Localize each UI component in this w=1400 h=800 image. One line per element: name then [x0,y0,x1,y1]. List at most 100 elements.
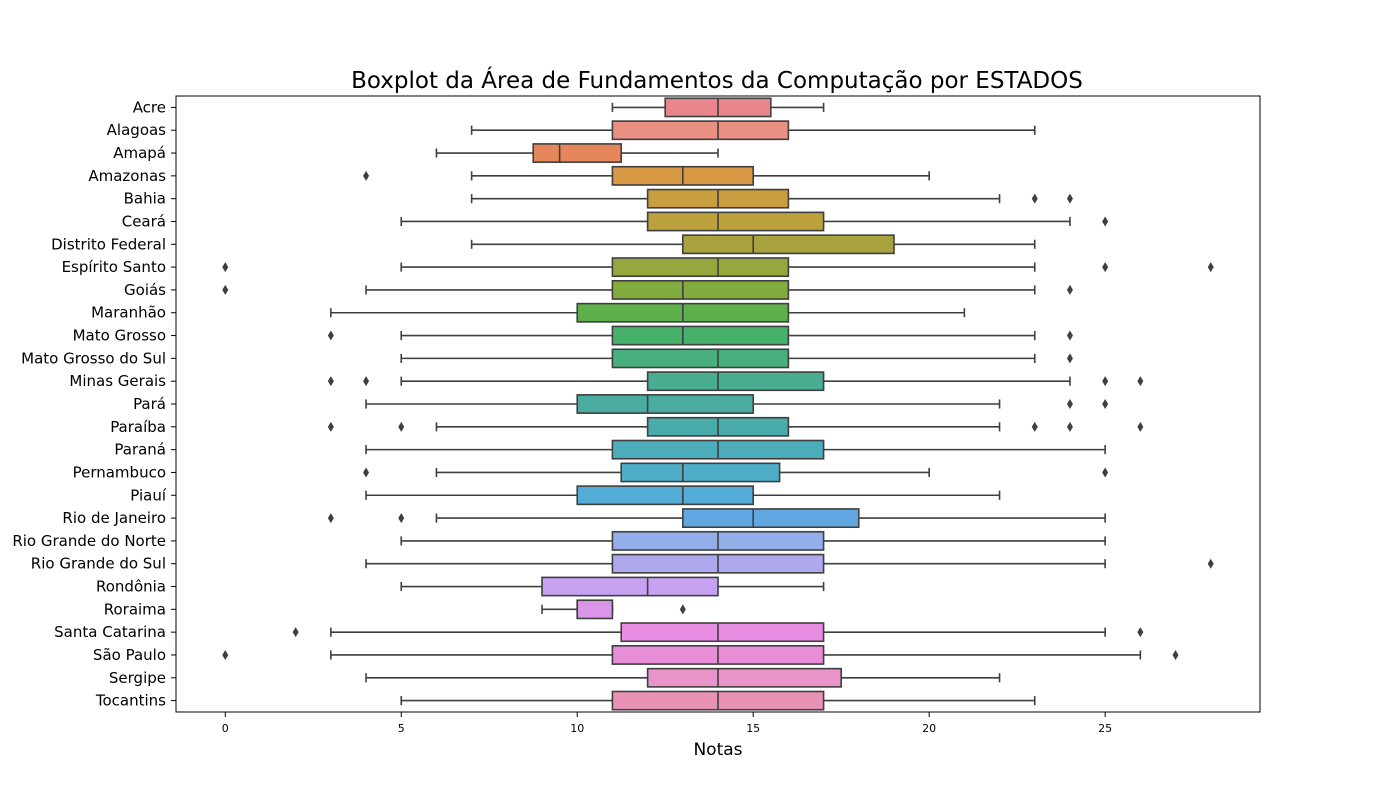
y-tick-label: Alagoas [107,121,167,139]
box-9 [330,302,966,323]
y-tick-label: Minas Gerais [69,372,166,390]
y-tick-label: Pernambuco [73,463,166,481]
outlier-point [1066,330,1073,341]
x-ticks: 0 5 10 15 20 25 [222,712,1112,735]
iqr-box [532,143,623,163]
iqr-box [646,667,842,688]
box-20 [365,553,1214,574]
x-tick-label: 10 [570,722,584,735]
box-3 [363,165,930,186]
iqr-box [620,622,825,643]
outlier-point [398,513,405,524]
box-4 [470,188,1073,209]
iqr-box [611,279,790,300]
y-tick-label: Rondônia [96,578,166,596]
outlier-point [222,284,229,295]
outlier-point [1102,399,1109,409]
outlier-point [222,649,229,660]
y-tick-label: Piauí [130,486,167,504]
outlier-point [1102,262,1109,273]
x-tick-label: 0 [222,722,229,735]
outlier-point [1172,649,1179,660]
iqr-box [611,257,790,278]
box-22 [541,599,686,620]
outlier-point [1102,216,1109,227]
x-axis-label: Notas [693,740,742,760]
y-tick-label: Bahia [124,190,166,208]
outlier-point [1066,284,1073,295]
outlier-point [1102,376,1109,387]
y-tick-label: Maranhão [91,304,166,322]
box-1 [470,120,1036,141]
y-tick-label: Ceará [122,212,166,230]
outlier-point [398,421,405,432]
iqr-box [682,234,895,255]
y-tick-label: Rio de Janeiro [62,509,166,527]
y-tick-label: Acre [133,98,166,116]
box-13 [365,394,1109,414]
y-tick-labels: Acre Alagoas Amapá Amazonas Bahia Ceará Distri… [12,98,176,710]
box-15 [365,439,1106,460]
outlier-point [363,170,370,181]
outlier-point [327,421,334,432]
outlier-point [327,513,334,524]
outlier-point [1066,399,1073,409]
iqr-box [576,485,754,506]
outlier-point [1207,262,1214,273]
y-tick-label: Paraíba [110,418,166,436]
y-tick-label: Mato Grosso [73,327,166,345]
box-26 [400,690,1036,711]
y-tick-label: Santa Catarina [54,623,166,641]
y-tick-label: Rio Grande do Norte [12,532,166,550]
outlier-point [1066,193,1073,204]
outlier-point [1137,376,1144,387]
y-tick-label: Amazonas [88,167,166,185]
box-12 [327,371,1144,392]
outlier-point [1102,467,1109,478]
outlier-point [1137,421,1144,432]
outlier-point [327,376,334,387]
x-tick-label: 25 [1098,722,1112,735]
x-tick-label: 20 [922,722,936,735]
iqr-box [576,599,614,620]
box-23 [292,622,1144,643]
box-5 [400,211,1109,232]
outlier-point [1066,421,1073,432]
y-tick-label: Goiás [124,281,166,299]
boxes-group [222,97,1214,711]
box-0 [611,97,825,118]
outlier-point [1207,558,1214,569]
outlier-point [679,604,686,615]
outlier-point [1137,627,1144,638]
y-tick-label: São Paulo [93,646,166,664]
y-tick-label: Paraná [114,441,166,459]
x-tick-label: 5 [398,722,405,735]
box-7 [222,257,1214,278]
iqr-box [620,462,781,483]
iqr-box [541,576,719,597]
box-10 [327,325,1073,346]
y-tick-label: Amapá [113,144,166,162]
outlier-point [292,627,299,638]
box-6 [470,234,1036,255]
iqr-box [611,120,790,141]
box-8 [222,279,1073,300]
outlier-point [327,330,334,341]
box-18 [327,508,1106,529]
outlier-point [1066,353,1073,364]
box-25 [365,667,1001,688]
y-tick-label: Tocantins [95,692,166,710]
box-24 [222,645,1179,665]
iqr-box [611,325,790,346]
y-tick-label: Distrito Federal [51,235,166,253]
plot-frame [175,95,1261,713]
box-14 [327,416,1144,437]
iqr-box [682,508,860,529]
box-11 [400,348,1073,369]
y-tick-label: Pará [133,395,166,413]
outlier-point [222,262,229,273]
outlier-point [363,467,370,478]
outlier-point [363,376,370,387]
box-2 [435,143,719,163]
